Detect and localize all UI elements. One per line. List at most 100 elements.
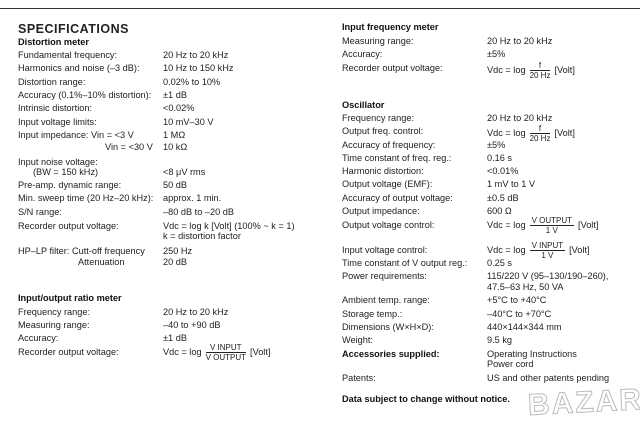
spec-value: 10 mV–30 V: [163, 117, 214, 127]
page-title: SPECIFICATIONS: [18, 22, 129, 36]
spec-label: Vin = <30 V: [105, 142, 153, 152]
spec-value: <0.01%: [487, 166, 519, 176]
spec-value: –40°C to +70°C: [487, 309, 552, 319]
spec-value: 600 Ω: [487, 206, 512, 216]
spec-value: k = distortion factor: [163, 231, 241, 241]
spec-value: 20 dB: [163, 257, 188, 267]
spec-label: Min. sweep time (20 Hz–20 kHz):: [18, 193, 154, 203]
spec-label: Output voltage (EMF):: [342, 179, 433, 189]
spec-value: US and other patents pending: [487, 373, 610, 383]
spec-label: Input noise voltage:: [18, 157, 98, 167]
spec-label: Patents:: [342, 373, 376, 383]
denominator: 1 V: [545, 226, 558, 235]
spec-label: HP–LP filter: Cutt-off frequency: [18, 246, 145, 256]
spec-value: Vdc = log V OUTPUT 1 V [Volt]: [487, 216, 599, 235]
spec-label: Input voltage limits:: [18, 117, 97, 127]
spec-value: 20 Hz to 20 kHz: [487, 113, 553, 123]
numerator: V INPUT: [205, 343, 247, 353]
spec-label: Attenuation: [78, 257, 125, 267]
fraction: f 20 Hz: [529, 61, 551, 80]
spec-value: 115/220 V (95–130/190–260),: [487, 271, 609, 281]
spec-label: Time constant of freq. reg.:: [342, 153, 452, 163]
unit: [Volt]: [578, 219, 599, 230]
unit: [Volt]: [250, 346, 271, 357]
spec-label: Storage temp.:: [342, 309, 403, 319]
spec-value: 10 Hz to 150 kHz: [163, 63, 234, 73]
spec-value: +5°C to +40°C: [487, 295, 547, 305]
spec-label: Accuracy:: [18, 333, 59, 343]
spec-label: Recorder output voltage:: [18, 221, 119, 231]
spec-value: Vdc = log k [Volt] (100% ~ k = 1): [163, 221, 295, 231]
spec-value: Operating Instructions: [487, 349, 577, 359]
spec-label: Harmonics and noise (–3 dB):: [18, 63, 140, 73]
unit: [Volt]: [569, 244, 590, 255]
spec-label: Output voltage control:: [342, 220, 435, 230]
spec-value: 1 mV to 1 V: [487, 179, 536, 189]
spec-value: 10 kΩ: [163, 142, 188, 152]
top-rule: [0, 8, 640, 9]
spec-value: approx. 1 min.: [163, 193, 222, 203]
spec-label: Accuracy of frequency:: [342, 140, 436, 150]
spec-label: Output impedance:: [342, 206, 420, 216]
spec-value: 9.5 kg: [487, 335, 513, 345]
spec-value: 20 Hz to 20 kHz: [487, 36, 553, 46]
spec-value: <0.02%: [163, 103, 195, 113]
spec-label: Input impedance: Vin = <3 V: [18, 130, 134, 140]
spec-label: Pre-amp. dynamic range:: [18, 180, 122, 190]
spec-label: S/N range:: [18, 207, 62, 217]
watermark-logo: BAZAR: [527, 383, 640, 423]
notice: Data subject to change without notice.: [342, 394, 510, 404]
fraction: f 20 Hz: [529, 124, 551, 143]
fraction: V INPUT V OUTPUT: [205, 343, 247, 362]
spec-value: Vdc = log V INPUT V OUTPUT [Volt]: [163, 343, 271, 362]
section-heading: Oscillator: [342, 100, 385, 110]
denominator: 1 V: [541, 251, 554, 260]
spec-label: Accuracy of output voltage:: [342, 193, 453, 203]
spec-value: <8 μV rms: [163, 167, 206, 177]
spec-label: Accessories supplied:: [342, 349, 440, 359]
numerator: V OUTPUT: [529, 216, 575, 226]
spec-value: ±5%: [487, 140, 506, 150]
spec-value: Vdc = log f 20 Hz [Volt]: [487, 124, 575, 143]
spec-value: 440×144×344 mm: [487, 322, 562, 332]
fraction: V INPUT 1 V: [529, 241, 566, 260]
spec-label: Weight:: [342, 335, 373, 345]
spec-value: 47.5–63 Hz, 50 VA: [487, 282, 564, 292]
spec-value: ±0.5 dB: [487, 193, 519, 203]
denominator: V OUTPUT: [205, 353, 247, 362]
spec-label: Input voltage control:: [342, 245, 428, 255]
spec-value: 0.02% to 10%: [163, 77, 221, 87]
spec-value: 250 Hz: [163, 246, 193, 256]
spec-label: Measuring range:: [18, 320, 90, 330]
spec-label: Dimensions (W×H×D):: [342, 322, 434, 332]
spec-label: Frequency range:: [18, 307, 91, 317]
spec-label: Intrinsic distortion:: [18, 103, 93, 113]
section-heading: Input frequency meter: [342, 22, 439, 32]
spec-label: Frequency range:: [342, 113, 415, 123]
fraction: V OUTPUT 1 V: [529, 216, 575, 235]
spec-label: Ambient temp. range:: [342, 295, 430, 305]
spec-label: Recorder output voltage:: [342, 63, 443, 73]
spec-label: Measuring range:: [342, 36, 414, 46]
spec-value: ±1 dB: [163, 333, 187, 343]
spec-value: 0.25 s: [487, 258, 513, 268]
spec-value: Vdc = log f 20 Hz [Volt]: [487, 61, 575, 80]
spec-label: Harmonic distortion:: [342, 166, 424, 176]
spec-label: Distortion range:: [18, 77, 86, 87]
spec-value: ±5%: [487, 49, 506, 59]
spec-value: 0.16 s: [487, 153, 513, 163]
spec-label: Accuracy:: [342, 49, 383, 59]
spec-label: Fundamental frequency:: [18, 50, 118, 60]
numerator: f: [529, 61, 551, 71]
section-heading: Distortion meter: [18, 37, 89, 47]
unit: [Volt]: [554, 64, 575, 75]
spec-value: 1 MΩ: [163, 130, 186, 140]
denominator: 20 Hz: [529, 134, 551, 143]
spec-value: –80 dB to –20 dB: [163, 207, 235, 217]
spec-value: 20 Hz to 20 kHz: [163, 307, 229, 317]
denominator: 20 Hz: [529, 71, 551, 80]
spec-label: (BW = 150 kHz): [33, 167, 99, 177]
unit: [Volt]: [554, 127, 575, 138]
spec-label: Power requirements:: [342, 271, 427, 281]
